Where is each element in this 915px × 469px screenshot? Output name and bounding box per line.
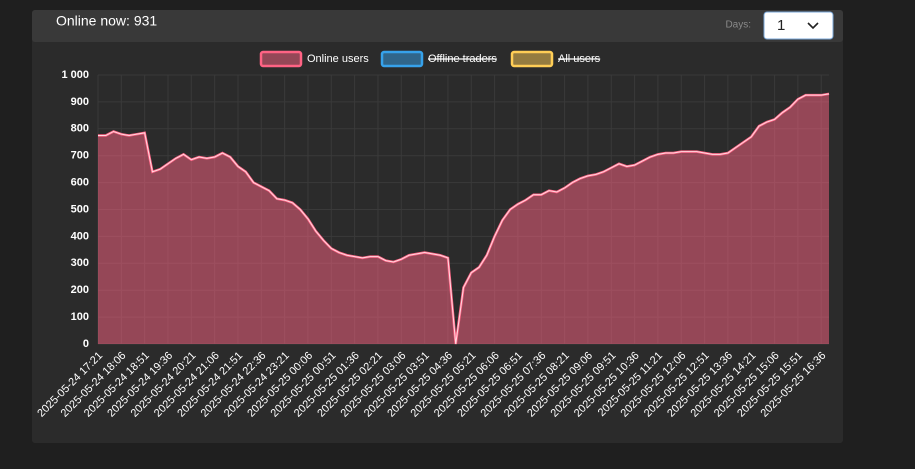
y-tick-label: 600 [71, 177, 89, 189]
y-tick-label: 700 [71, 150, 89, 162]
y-tick-label: 900 [71, 96, 89, 108]
y-tick-label: 400 [71, 230, 89, 242]
chevron-icon[interactable] [807, 22, 819, 30]
legend-swatch [380, 50, 424, 68]
y-tick-label: 100 [71, 311, 89, 323]
legend-label: Online users [307, 53, 369, 65]
legend-swatch [259, 50, 303, 68]
area [98, 93, 829, 344]
y-tick-label: 200 [71, 284, 89, 296]
panel-header [32, 10, 843, 42]
y-tick-label: 1 000 [61, 69, 89, 81]
y-tick-label: 500 [71, 203, 89, 215]
days-select[interactable]: 1 [763, 11, 834, 40]
y-tick-label: 0 [83, 338, 89, 350]
select-value[interactable]: 1 [777, 17, 785, 34]
line-highlight [98, 93, 830, 345]
header-title: Online now: 931 [56, 13, 157, 29]
legend-swatch [510, 50, 554, 68]
select-box[interactable] [763, 11, 834, 40]
y-tick-label: 800 [71, 123, 89, 135]
y-tick-label: 300 [71, 257, 89, 269]
days-label: Days: [725, 20, 751, 31]
